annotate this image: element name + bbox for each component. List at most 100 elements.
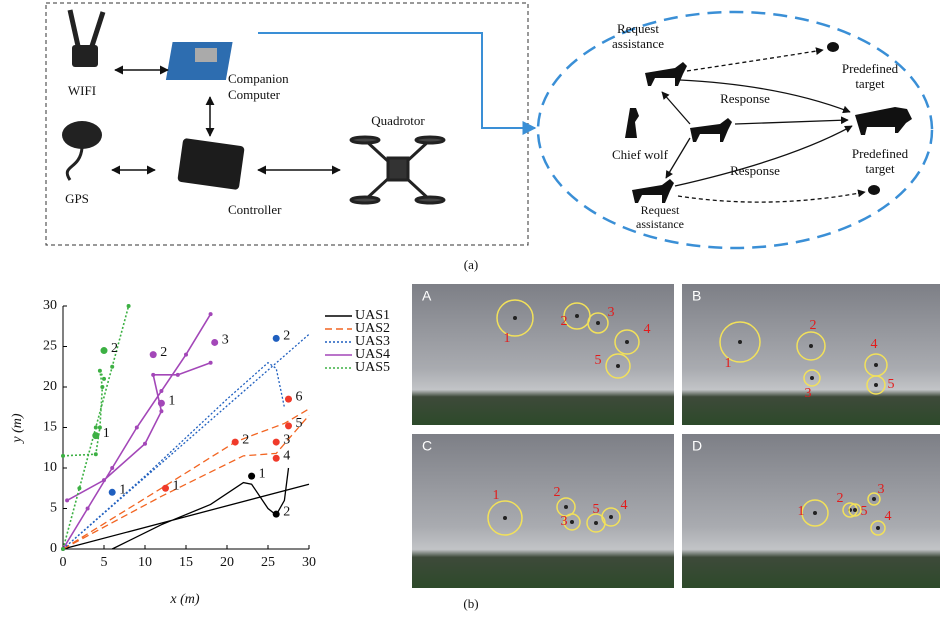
y-tick-label: 20 (43, 379, 57, 394)
drone (853, 508, 857, 512)
series-marker (61, 547, 65, 551)
waypoint (109, 489, 116, 496)
series-marker (94, 452, 98, 456)
waypoint-label: 1 (168, 393, 175, 408)
wolf-arrows (662, 50, 865, 202)
series-marker (151, 373, 155, 377)
waypoint-label: 3 (222, 333, 229, 348)
waypoint (92, 432, 99, 439)
label-target: target (865, 161, 895, 176)
series-marker (102, 377, 106, 381)
waypoint (285, 396, 292, 403)
waypoint (211, 339, 218, 346)
waypoint (101, 347, 108, 354)
drone (609, 515, 613, 519)
waypoint (158, 400, 165, 407)
label-chief: Chief wolf (612, 147, 669, 162)
drone-label: 5 (595, 353, 602, 368)
drone (876, 526, 880, 530)
waypoint-label: 1 (103, 426, 110, 441)
drone (872, 497, 876, 501)
series-line (63, 468, 309, 549)
waypoint (273, 439, 280, 446)
companion-icon (166, 42, 233, 80)
series-marker (100, 385, 104, 389)
drone (570, 520, 574, 524)
photo-letter: C (422, 438, 432, 454)
y-tick-label: 25 (43, 339, 57, 354)
drone-label: 3 (608, 305, 615, 320)
label-request: Request (641, 203, 680, 217)
series-marker (86, 507, 90, 511)
waypoint-label: 4 (283, 448, 290, 463)
label-controller: Controller (228, 202, 282, 217)
waypoint-label: 5 (296, 416, 303, 431)
label-target: Predefined (842, 61, 899, 76)
figure: WIFI Companion Computer GPS Controller Q… (0, 0, 942, 617)
drone (616, 364, 620, 368)
drone-label: 1 (504, 331, 511, 346)
drone-label: 3 (805, 386, 812, 401)
label-request: assistance (612, 36, 664, 51)
y-tick-label: 10 (43, 460, 57, 475)
series-marker (98, 369, 102, 373)
drone-label: 2 (561, 314, 568, 329)
waypoint (150, 351, 157, 358)
drone (813, 511, 817, 515)
y-tick-label: 5 (50, 501, 57, 516)
drone-label: 4 (871, 337, 878, 352)
series-marker (110, 365, 114, 369)
series-marker (94, 426, 98, 430)
x-tick-label: 15 (179, 555, 193, 570)
drone (809, 344, 813, 348)
waypoint-label: 2 (283, 329, 290, 344)
drone-label: 4 (644, 322, 651, 337)
label-companion: Computer (228, 87, 281, 102)
series-marker (110, 466, 114, 470)
x-axis-label: x (m) (169, 592, 199, 607)
waypoint (273, 455, 280, 462)
series-marker (65, 498, 69, 502)
drone-label: 1 (725, 356, 732, 371)
photo-letter: A (422, 288, 432, 304)
quadrotor-icon (351, 137, 444, 203)
waypoint-label: 2 (111, 341, 118, 356)
label-target: Predefined (852, 146, 909, 161)
waypoint-label: 1 (173, 478, 180, 493)
x-tick-label: 0 (60, 555, 67, 570)
x-tick-label: 20 (220, 555, 234, 570)
drone (874, 363, 878, 367)
label-request: assistance (636, 217, 684, 231)
label-target: target (855, 76, 885, 91)
drone (513, 316, 517, 320)
drone (625, 340, 629, 344)
wolf-ellipse (538, 12, 932, 248)
waypoint (273, 511, 280, 518)
waypoint-label: 2 (242, 432, 249, 447)
y-axis-label: y (m) (10, 413, 25, 444)
drone-label: 4 (885, 509, 892, 524)
photo-letter: B (692, 288, 701, 304)
hardware-box (46, 3, 528, 245)
series-marker (127, 304, 131, 308)
series-marker (143, 442, 147, 446)
drone-label: 1 (493, 488, 500, 503)
waypoint-label: 3 (283, 432, 290, 447)
drone-label: 3 (561, 514, 568, 529)
plot: 051015202530051015202530UAS1UAS2UAS3UAS4… (43, 298, 390, 570)
drone (503, 516, 507, 520)
drone-label: 2 (837, 491, 844, 506)
legend-label: UAS5 (355, 360, 390, 375)
drone (738, 340, 742, 344)
x-tick-label: 5 (101, 555, 108, 570)
series-marker (61, 454, 65, 458)
label-gps: GPS (65, 191, 89, 206)
drone (594, 521, 598, 525)
y-tick-label: 15 (43, 420, 57, 435)
waypoint-label: 1 (119, 483, 126, 498)
series-marker (77, 486, 81, 490)
drone (564, 505, 568, 509)
drone (874, 383, 878, 387)
gps-icon (62, 121, 102, 180)
drone (596, 321, 600, 325)
